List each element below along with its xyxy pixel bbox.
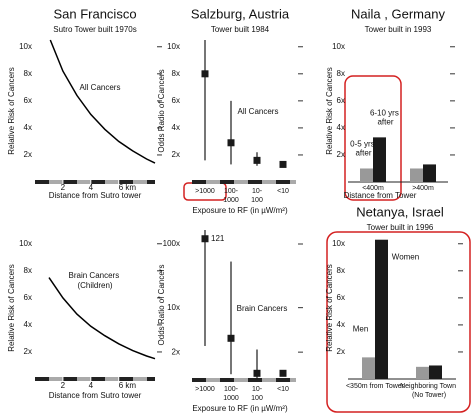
point: [201, 70, 209, 78]
y-tick-label: 10x: [167, 303, 180, 312]
point: [279, 369, 287, 377]
x-tick-label: >1000: [195, 188, 215, 195]
y-tick-label: 8x: [24, 69, 32, 78]
y-tick-label: 4x: [337, 123, 345, 132]
point: [201, 235, 209, 243]
x-tick-label: 6 km: [119, 381, 137, 390]
panel-subtitle: Tower built in 1996: [367, 223, 434, 232]
y-axis-label: Relative Risk of Cancers: [7, 264, 16, 352]
x-tick-label: <350m from Tower: [346, 383, 405, 390]
panel-title: San Francisco: [53, 6, 136, 21]
bar: [429, 365, 442, 379]
x-tick-label: >400m: [412, 185, 434, 192]
x-tick-label: <10: [277, 188, 289, 195]
panel-title: Salzburg, Austria: [191, 6, 290, 21]
y-tick-label: 8x: [337, 69, 345, 78]
x-tick-label: 100-1000: [223, 188, 239, 204]
y-tick-label: 10x: [19, 239, 32, 248]
y-tick-label: 6x: [172, 96, 180, 105]
bar: [375, 239, 388, 379]
x-axis-label: Exposure to RF (in µW/m²): [192, 404, 288, 413]
point: [253, 156, 261, 164]
y-tick-label: 4x: [24, 320, 32, 329]
highlight-box: [326, 231, 471, 413]
risk-curve: [49, 39, 156, 164]
panel-subtitle: Sutro Tower built 1970s: [53, 25, 136, 34]
y-tick-label: 4x: [337, 320, 345, 329]
value-label: 121: [211, 234, 225, 243]
y-tick-label: 2x: [172, 347, 180, 356]
y-axis-label: Relative Risk of Cancers: [325, 264, 334, 352]
x-tick-label: <10: [277, 386, 289, 393]
point: [227, 139, 235, 147]
series-label: 6-10 yrs after: [370, 108, 401, 126]
annotation: All Cancers: [238, 107, 279, 116]
y-tick-label: 2x: [337, 150, 345, 159]
y-tick-label: 8x: [172, 69, 180, 78]
annotation: Brain Cancers: [237, 304, 288, 313]
panel-title: Netanya, Israel: [356, 204, 444, 219]
y-tick-label: 2x: [337, 347, 345, 356]
bar: [423, 164, 436, 182]
point: [279, 160, 287, 168]
bar: [362, 357, 375, 379]
annotation: All Cancers: [80, 83, 121, 92]
highlight-box: [344, 75, 402, 201]
x-tick-label: 2: [61, 381, 66, 390]
bar: [373, 137, 386, 182]
x-axis-label: Distance from Tower: [344, 191, 417, 200]
y-axis-label: Relative Risk of Cancers: [325, 67, 334, 155]
y-tick-label: 10x: [332, 239, 345, 248]
y-tick-label: 6x: [337, 293, 345, 302]
y-tick-label: 6x: [337, 96, 345, 105]
x-tick-label: 10-100: [251, 188, 263, 204]
y-axis-label: Relative Risk of Cancers: [7, 67, 16, 155]
y-axis-label: Odds Ratio of Cancers: [157, 265, 166, 346]
y-tick-label: 2x: [24, 347, 32, 356]
series-label: Men: [353, 324, 369, 333]
y-tick-label: 10x: [332, 42, 345, 51]
y-tick-label: 100x: [163, 239, 180, 248]
x-axis-label: Distance from Sutro tower: [49, 391, 142, 400]
x-axis-label: Distance from Sutro tower: [49, 191, 142, 200]
y-tick-label: 10x: [167, 42, 180, 51]
panel-title: Naila , Germany: [351, 6, 445, 21]
y-tick-label: 8x: [337, 266, 345, 275]
y-tick-label: 6x: [24, 293, 32, 302]
y-tick-label: 2x: [172, 150, 180, 159]
x-tick-label: 4: [89, 183, 94, 192]
x-tick-label: 10-100: [251, 386, 263, 402]
y-tick-label: 6x: [24, 96, 32, 105]
y-tick-label: 8x: [24, 266, 32, 275]
bar: [360, 168, 373, 182]
annotation: Brain Cancers (Children): [69, 271, 122, 290]
point: [227, 334, 235, 342]
bar: [410, 168, 423, 182]
x-tick-label: 2: [61, 183, 66, 192]
y-tick-label: 10x: [19, 42, 32, 51]
bar: [416, 366, 429, 379]
y-tick-label: 2x: [24, 150, 32, 159]
y-tick-label: 4x: [172, 123, 180, 132]
x-tick-label: Neighboring Town (No Tower): [400, 383, 458, 399]
y-tick-label: 4x: [24, 123, 32, 132]
point: [253, 369, 261, 377]
series-label: Women: [392, 253, 419, 262]
x-tick-label: <400m: [362, 185, 384, 192]
x-axis-label: Exposure to RF (in µW/m²): [192, 206, 288, 215]
panel-subtitle: Tower built in 1993: [365, 25, 432, 34]
y-axis-label: Odds Radio of Cancers: [157, 69, 166, 152]
x-tick-label: 6 km: [119, 183, 137, 192]
x-tick-label: >1000: [195, 386, 215, 393]
panel-subtitle: Tower built 1984: [211, 25, 270, 34]
x-tick-label: 4: [89, 381, 94, 390]
x-tick-label: 100-1000: [223, 386, 239, 402]
series-label: 0-5 yrs after: [350, 140, 377, 158]
risk-curve: [48, 277, 156, 360]
